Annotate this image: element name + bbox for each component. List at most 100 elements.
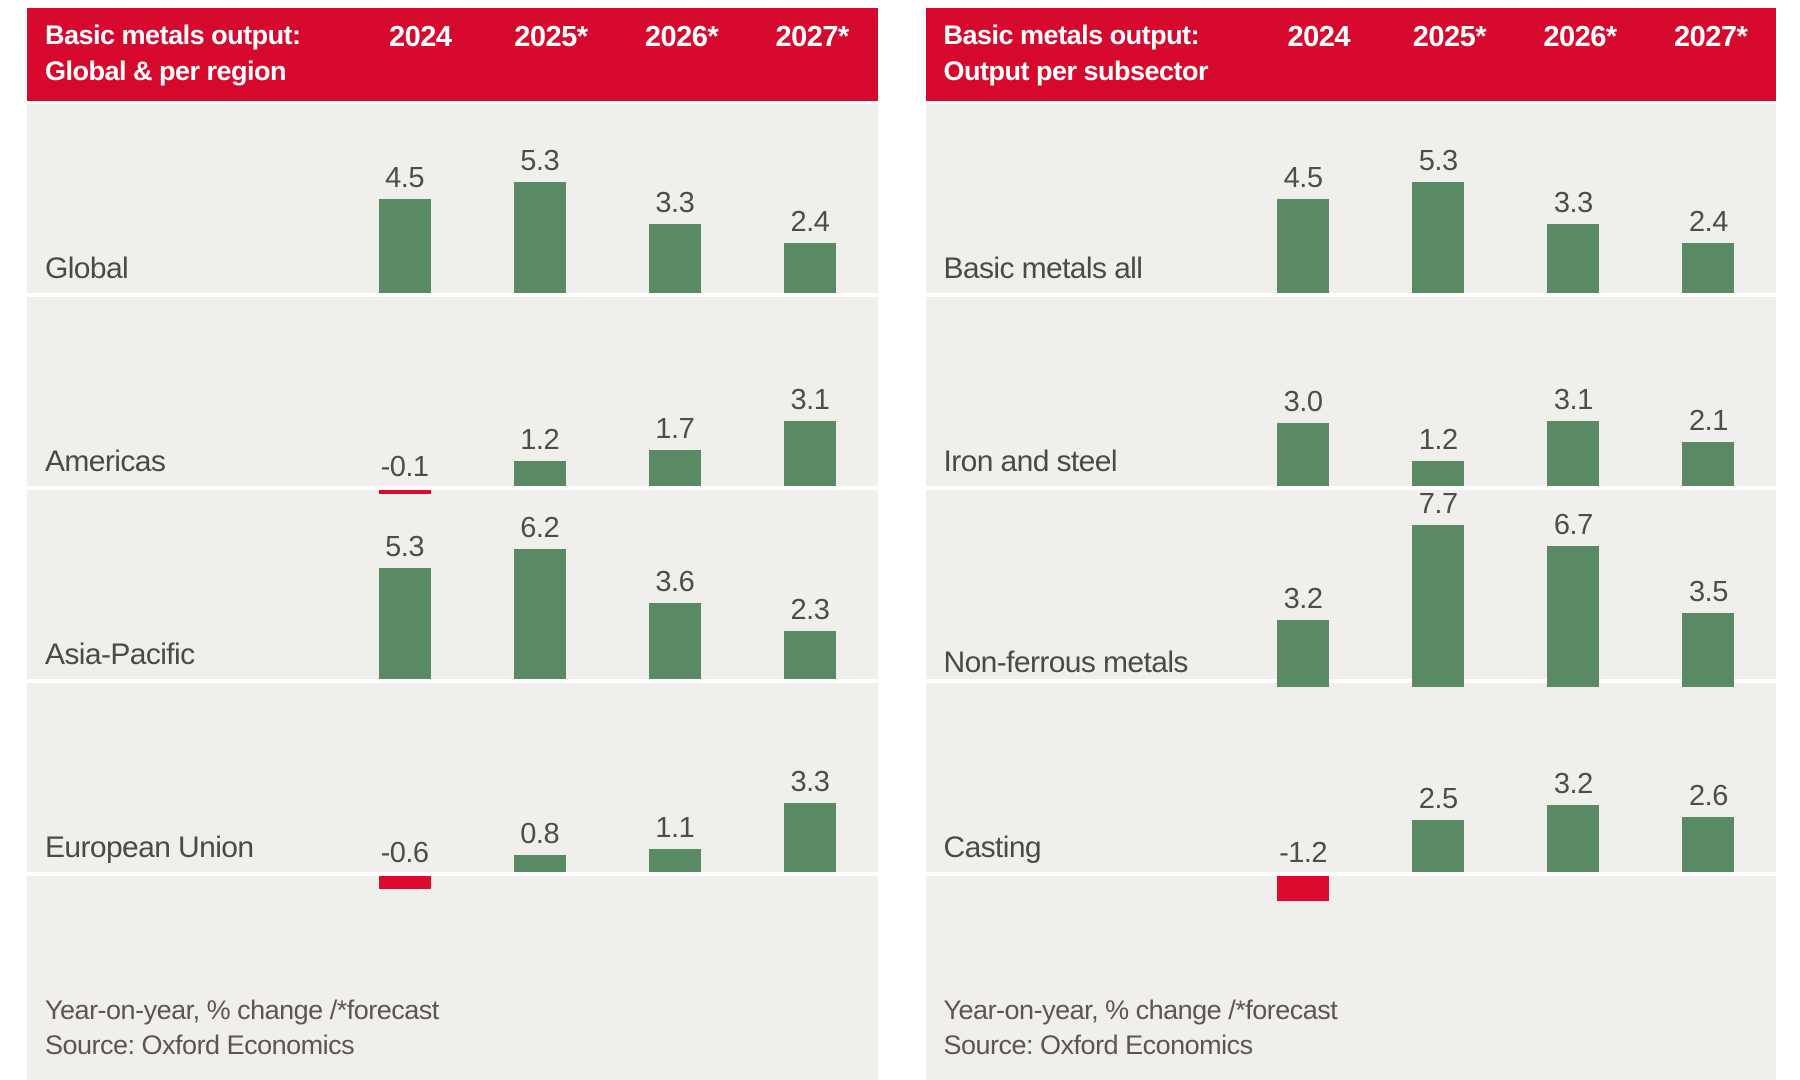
row-label: Asia-Pacific <box>45 638 195 671</box>
value-bar <box>648 603 701 679</box>
bar-cell: 7.7 <box>1371 490 1506 687</box>
bar-value-label: 2.4 <box>790 205 830 238</box>
value-bar <box>1412 460 1465 486</box>
bar-value-label: 4.5 <box>1283 161 1323 194</box>
bar-cell: 2.5 <box>1371 683 1506 872</box>
bar-cell: 4.5 <box>337 104 472 293</box>
bar-value-label: 1.7 <box>655 413 695 446</box>
value-bar <box>1547 546 1600 687</box>
bar-value-label: 0.8 <box>520 818 560 851</box>
bar-cell: 1.1 <box>607 683 742 872</box>
bar-cell: 5.3 <box>1371 104 1506 293</box>
column-header-2025: 2025* <box>514 21 588 53</box>
column-header-2025: 2025* <box>1412 21 1487 53</box>
bar-value-label: 2.6 <box>1689 780 1728 813</box>
bar-value-label: 3.2 <box>1553 767 1593 800</box>
bar-value-label: 3.0 <box>1283 386 1323 418</box>
chart-row-casting: Casting -1.2 2.5 3.2 2.6 <box>925 683 1776 902</box>
bar-value-label: 1.2 <box>520 423 560 456</box>
value-bar <box>648 848 701 872</box>
bar-cell: 4.5 <box>1236 104 1371 293</box>
value-bar <box>783 802 836 872</box>
value-bar <box>378 198 431 293</box>
value-bar <box>1547 420 1600 486</box>
bar-value-label: 1.1 <box>655 811 695 844</box>
value-bar <box>513 181 566 293</box>
value-bar <box>1412 181 1465 293</box>
bar-value-label: 5.3 <box>385 530 424 563</box>
bar-value-label: 5.3 <box>1418 144 1458 177</box>
bar-value-label: 4.5 <box>385 161 424 194</box>
panel-header: Basic metals output: Output per subsecto… <box>925 8 1776 104</box>
value-bar <box>1277 423 1330 486</box>
value-bar <box>1277 619 1330 687</box>
bar-cell: 1.7 <box>607 297 742 486</box>
bar-cell: 3.1 <box>742 297 877 486</box>
bar-value-label: 3.1 <box>790 383 830 416</box>
row-label: Casting <box>943 831 1042 864</box>
column-header-2027: 2027* <box>775 21 850 53</box>
bar-value-label: 3.3 <box>790 765 830 798</box>
value-bar <box>1682 817 1735 872</box>
panel-title: Basic metals output: Global & per region <box>45 20 301 86</box>
bar-value-label: 7.7 <box>1418 488 1458 520</box>
bar-value-label: -1.2 <box>1279 837 1328 869</box>
bar-value-label: 6.7 <box>1553 509 1593 541</box>
bar-cell: 3.1 <box>1506 297 1641 486</box>
chart-panel-subsectors: Basic metals output: Output per subsecto… <box>925 8 1777 1080</box>
bar-cell: 5.3 <box>337 490 472 679</box>
value-bar <box>378 876 431 889</box>
bar-value-label: 6.2 <box>520 511 560 544</box>
value-bar <box>1277 876 1330 902</box>
chart-panel-regions: Basic metals output: Global & per region… <box>27 8 878 1080</box>
bar-value-label: 3.3 <box>655 186 695 219</box>
source: Source: Oxford Economics <box>943 1030 1254 1061</box>
row-label: Americas <box>45 445 166 478</box>
value-bar <box>1277 198 1330 293</box>
value-bar <box>648 450 701 486</box>
chart-row-non-ferrous-metals: Non-ferrous metals 3.2 7.7 6.7 3.5 <box>925 490 1776 687</box>
bar-cell: -1.2 <box>1236 683 1371 902</box>
value-bar <box>1412 525 1465 687</box>
bar-cell: 3.2 <box>1506 683 1641 872</box>
bar-value-label: 3.2 <box>1283 582 1323 615</box>
bar-cell: -0.6 <box>337 683 472 889</box>
chart-row-global: Global 4.5 5.3 3.3 2.4 <box>27 104 878 297</box>
bar-value-label: 2.4 <box>1689 205 1728 238</box>
panel-title: Basic metals output: Output per subsecto… <box>943 20 1209 86</box>
value-bar <box>513 855 566 872</box>
bar-value-label: 2.3 <box>790 593 830 626</box>
bar-value-label: 3.3 <box>1553 186 1593 219</box>
row-label: Global <box>45 252 129 285</box>
chart-row-basic-metals-all: Basic metals all 4.5 5.3 3.3 2.4 <box>925 104 1776 297</box>
footnote: Year-on-year, % change /*forecast <box>45 994 439 1025</box>
chart-rows: Basic metals all 4.5 5.3 3.3 2.4 Iron and ste… <box>925 104 1776 902</box>
source: Source: Oxford Economics <box>45 1030 355 1061</box>
value-bar <box>378 567 431 679</box>
bar-cell: 0.8 <box>472 683 607 872</box>
bar-cell: 3.3 <box>742 683 877 872</box>
bar-cell: 2.4 <box>1641 104 1776 293</box>
chart-row-americas: Americas -0.1 1.2 1.7 3.1 <box>27 297 878 494</box>
bar-cell: 3.2 <box>1236 490 1371 687</box>
value-bar <box>1682 242 1735 293</box>
column-header-2024: 2024 <box>389 21 452 53</box>
footnote: Year-on-year, % change /*forecast <box>943 994 1338 1025</box>
value-bar <box>378 490 431 494</box>
value-bar <box>1682 441 1735 486</box>
bar-cell: 2.6 <box>1641 683 1776 872</box>
bar-cell: 6.2 <box>472 490 607 679</box>
bar-cell: 5.3 <box>472 104 607 293</box>
panel-footer: Year-on-year, % change /*forecast Source… <box>926 993 1777 1080</box>
bar-cell: 3.3 <box>1506 104 1641 293</box>
bar-value-label: 1.2 <box>1418 423 1458 456</box>
panel-header: Basic metals output: Global & per region… <box>27 8 878 104</box>
bar-cell: 2.3 <box>742 490 877 679</box>
column-header-2026: 2026* <box>644 21 719 53</box>
value-bar <box>1547 223 1600 293</box>
bar-cell: 6.7 <box>1506 490 1641 687</box>
bar-cell: 2.1 <box>1641 297 1776 486</box>
row-label: European Union <box>45 831 254 864</box>
bar-cell: 1.2 <box>472 297 607 486</box>
